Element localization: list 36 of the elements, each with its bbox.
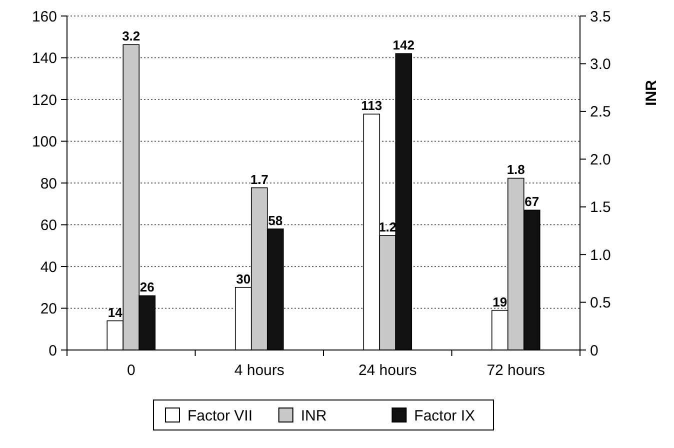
legend-label: INR <box>300 407 327 424</box>
data-label: 3.2 <box>122 28 140 44</box>
data-label: 58 <box>268 212 283 228</box>
y2-tick-label: 3.0 <box>590 56 611 73</box>
y-tick-label: 140 <box>32 50 57 67</box>
y-tick-label: 100 <box>32 134 57 150</box>
y-tick-label: 160 <box>32 8 57 26</box>
y-tick-label: 40 <box>40 258 57 276</box>
y-tick-label: 80 <box>40 175 57 192</box>
data-label: 142 <box>392 38 414 53</box>
legend-label: Factor IX <box>414 407 476 424</box>
y-tick-label: 20 <box>40 300 57 318</box>
x-tick-label: 72 hours <box>486 362 546 379</box>
data-label: 113 <box>361 98 382 114</box>
data-label: 67 <box>524 194 540 210</box>
y2-tick-label: 0 <box>590 342 598 360</box>
y2-tick-label: 0.5 <box>590 294 611 312</box>
y2-tick-label: 2.5 <box>590 104 611 121</box>
y2-axis-title: INR <box>643 80 660 106</box>
data-label: 26 <box>140 280 154 295</box>
x-tick-label: 24 hours <box>358 362 417 379</box>
y2-tick-label: 2.0 <box>590 151 611 168</box>
data-label: 14 <box>108 304 124 320</box>
y-tick-label: 120 <box>32 92 57 109</box>
data-label: 19 <box>492 294 508 310</box>
data-label: 30 <box>236 271 251 286</box>
x-tick-label: 4 hours <box>234 362 284 379</box>
y2-tick-label: 1.0 <box>590 246 611 264</box>
y-tick-label: 60 <box>40 217 57 234</box>
x-tick-label: 0 <box>126 362 136 379</box>
y2-tick-label: 1.5 <box>590 199 611 216</box>
legend-label: Factor VII <box>188 407 253 424</box>
data-label: 1.7 <box>250 172 268 187</box>
y2-tick-label: 3.5 <box>590 8 611 26</box>
y-tick-label: 0 <box>48 342 57 360</box>
data-label: 1.8 <box>506 162 525 178</box>
